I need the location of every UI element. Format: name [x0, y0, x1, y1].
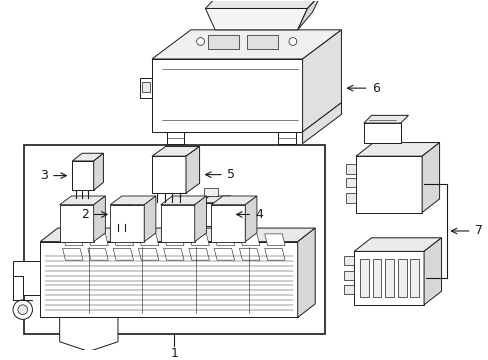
Polygon shape [140, 78, 152, 98]
Polygon shape [62, 248, 83, 260]
Bar [355, 156, 421, 212]
Bar [204, 188, 218, 196]
Bar [40, 242, 297, 318]
Polygon shape [188, 234, 209, 246]
Polygon shape [163, 248, 183, 260]
Polygon shape [205, 9, 307, 30]
Polygon shape [113, 199, 138, 205]
Bar [200, 203, 222, 226]
Polygon shape [264, 234, 285, 246]
Circle shape [18, 305, 27, 315]
Polygon shape [355, 143, 439, 156]
Polygon shape [302, 103, 341, 144]
Text: 3: 3 [40, 169, 48, 182]
Bar [397, 259, 406, 297]
Bar [72, 161, 94, 190]
Bar [152, 156, 185, 193]
Polygon shape [138, 234, 159, 246]
Polygon shape [205, 0, 322, 9]
Polygon shape [94, 153, 103, 190]
Polygon shape [245, 196, 256, 242]
Polygon shape [239, 248, 259, 260]
Polygon shape [297, 228, 315, 318]
Polygon shape [214, 248, 234, 260]
Bar [113, 205, 130, 224]
Polygon shape [200, 196, 230, 203]
Polygon shape [222, 196, 230, 226]
Bar [344, 285, 353, 294]
Bar [24, 144, 325, 334]
Polygon shape [208, 35, 239, 49]
Polygon shape [144, 196, 156, 242]
Polygon shape [264, 248, 285, 260]
Polygon shape [239, 234, 259, 246]
Polygon shape [88, 234, 108, 246]
Bar [346, 193, 355, 203]
Circle shape [13, 300, 32, 319]
Polygon shape [194, 196, 206, 242]
Polygon shape [113, 248, 133, 260]
Polygon shape [163, 234, 183, 246]
Bar [278, 132, 295, 144]
Text: 2: 2 [81, 208, 89, 221]
Bar [110, 205, 144, 242]
Polygon shape [353, 238, 441, 251]
Polygon shape [72, 153, 103, 161]
Text: 7: 7 [474, 225, 482, 238]
Polygon shape [130, 199, 138, 224]
Polygon shape [421, 143, 439, 212]
Polygon shape [185, 147, 199, 193]
Bar [211, 205, 245, 242]
Polygon shape [152, 147, 199, 156]
Polygon shape [40, 228, 315, 242]
Text: 6: 6 [372, 82, 380, 95]
Bar [385, 259, 393, 297]
Polygon shape [152, 30, 341, 59]
Bar [166, 132, 183, 144]
Polygon shape [247, 35, 278, 49]
Polygon shape [363, 123, 400, 143]
Bar [346, 177, 355, 187]
Polygon shape [161, 196, 206, 205]
Bar [353, 251, 423, 305]
Polygon shape [62, 234, 83, 246]
Bar [161, 205, 194, 242]
Bar [372, 259, 381, 297]
Polygon shape [423, 238, 441, 305]
Bar [60, 205, 94, 242]
Polygon shape [88, 248, 108, 260]
Bar [152, 59, 302, 132]
Text: 4: 4 [254, 208, 263, 221]
Bar [346, 164, 355, 174]
Polygon shape [110, 196, 156, 205]
Polygon shape [214, 234, 234, 246]
Bar [409, 259, 418, 297]
Bar [344, 271, 353, 280]
Bar [142, 82, 150, 92]
Polygon shape [13, 261, 40, 295]
Polygon shape [94, 196, 105, 242]
Bar [344, 256, 353, 265]
Text: 5: 5 [226, 168, 234, 181]
Polygon shape [211, 196, 256, 205]
Polygon shape [60, 318, 118, 351]
Polygon shape [60, 196, 105, 205]
Polygon shape [297, 0, 322, 30]
Circle shape [196, 37, 204, 45]
Circle shape [288, 37, 296, 45]
Polygon shape [188, 248, 209, 260]
Polygon shape [302, 30, 341, 132]
Polygon shape [113, 234, 133, 246]
Text: 1: 1 [170, 347, 178, 360]
Polygon shape [363, 115, 407, 123]
Bar [359, 259, 368, 297]
Polygon shape [138, 248, 159, 260]
